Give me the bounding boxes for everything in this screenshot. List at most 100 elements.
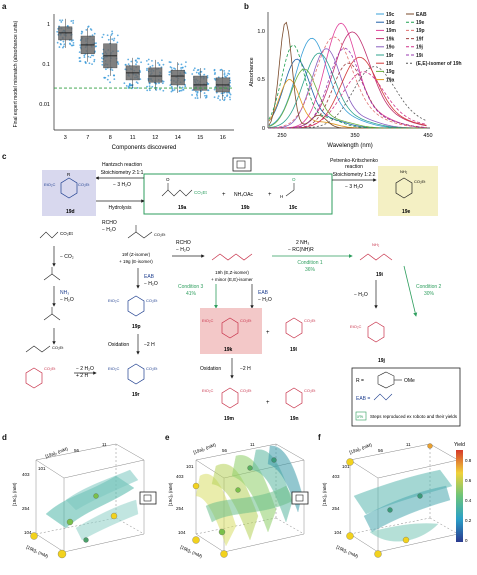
panel-a-data-point (192, 69, 195, 72)
19j-eto2c: EtO₂C (350, 324, 361, 329)
panel-d-tick-101: 101 (38, 466, 46, 471)
panel-a-data-point (193, 67, 196, 70)
panel-a-data-point (130, 84, 133, 87)
panel-a-data-point (223, 73, 226, 76)
19i-nh2: NH₂ (372, 242, 380, 247)
panel-a-data-point (171, 89, 174, 91)
panel-a-y-tick-2: 0.1 (42, 62, 50, 68)
label-19r: 19r (132, 392, 140, 398)
panel-a-data-point (72, 22, 75, 24)
panel-a-data-point (229, 93, 232, 96)
rcho-mid: RCHO (176, 240, 191, 246)
panel-e-axis-19b: [19b]₀ (mM) (180, 544, 204, 559)
sample-point (417, 493, 423, 499)
colorbar-tick-0: 0 (465, 538, 468, 543)
colorbar-tick-08: 0.8 (465, 458, 472, 463)
panel-a-data-point (146, 69, 148, 72)
panel-a-data-point (168, 71, 171, 73)
19k-co2et: CO₂Et (240, 318, 252, 323)
panel-a-x-axis-label: Components discovered (112, 145, 177, 151)
response-surface (363, 485, 451, 533)
panel-a-data-point (184, 85, 187, 88)
panel-b-series-line (268, 68, 427, 129)
sample-point (83, 537, 89, 543)
panel-a-data-point (83, 56, 86, 59)
legend-r: R = (356, 378, 364, 384)
panel-b-series-line (268, 44, 427, 129)
panel-a-data-point (159, 88, 162, 91)
plus-mn: + (266, 400, 270, 406)
oxidation-right: Oxidation (200, 366, 221, 372)
panel-a-data-point (180, 63, 183, 66)
panel-b-y-axis-label: Absorbance (249, 57, 255, 86)
sample-point (247, 465, 253, 471)
label-19f: 19f (Z-isomer) (122, 252, 151, 257)
panel-b-legend-label: 19d (386, 20, 395, 26)
panel-a-data-point (174, 68, 177, 70)
panel-a-data-point (198, 72, 200, 74)
panel-f-tick-56: 56 (378, 448, 384, 453)
colorbar-label: Yield (454, 442, 465, 448)
panel-label-e: e (165, 433, 170, 442)
panel-b-legend-label: 19f (416, 36, 424, 42)
panel-a-data-point (102, 33, 105, 36)
panel-a-box (148, 67, 163, 83)
sample-point (271, 457, 277, 463)
panel-a-data-point (179, 89, 181, 92)
panel-b-legend-label: 19c (386, 12, 395, 18)
panel-a-data-point (101, 60, 104, 63)
cube-edge (349, 443, 431, 461)
panel-a-data-point (81, 31, 84, 33)
panel-b-x-axis-label: Wavelength (nm) (327, 143, 372, 149)
panel-a-data-point (123, 82, 126, 85)
panel-a-data-point (148, 85, 151, 88)
panel-a-data-point (226, 74, 229, 77)
panel-f-tick-104: 104 (334, 530, 342, 535)
minus-h2o-left: − H₂O (60, 297, 74, 303)
panel-a-data-point (127, 58, 130, 61)
panel-d-tick-104: 104 (24, 530, 32, 535)
minus-2h2o: − 2 H₂O (76, 366, 94, 372)
panel-b-series-line (268, 71, 427, 129)
molecule-19h (211, 253, 253, 261)
panel-label-a: a (2, 2, 7, 11)
19m-eto2c: EtO₂C (202, 388, 213, 393)
panel-a-data-point (59, 19, 61, 22)
panel-a-data-point (90, 54, 93, 57)
product-19k-box (200, 308, 262, 354)
panel-a-data-point (224, 96, 226, 99)
response-surface (231, 455, 277, 533)
panel-a-data-point (170, 90, 173, 93)
panel-a-data-point (195, 93, 198, 96)
panel-a-data-point (95, 45, 97, 48)
cube-edge (275, 443, 305, 461)
panel-d-tick-254: 254 (22, 506, 30, 511)
panel-f-axis-19a: [19a]₀ (mM) (349, 442, 373, 455)
panel-a-data-point (135, 59, 137, 62)
panel-a-data-point (111, 32, 114, 35)
panel-a-data-point (191, 94, 193, 96)
panel-a-data-point (127, 63, 130, 66)
cube-edge (195, 533, 225, 553)
panel-b-series-line (268, 66, 427, 129)
panel-a-data-point (196, 94, 199, 97)
panel-a-data-point (110, 34, 113, 36)
panel-label-f: f (318, 433, 321, 442)
hydrolysis-label: Hydrolysis (108, 205, 132, 211)
panel-a-data-point (226, 91, 228, 94)
panel-a-data-point (219, 99, 221, 101)
panel-a-y-tick-1: 1 (47, 22, 50, 28)
panel-a-data-point (78, 57, 81, 59)
condition-3-yield: 41% (186, 291, 197, 297)
cube-edge (349, 533, 379, 553)
molecule-acid (39, 231, 59, 239)
panel-a-data-point (180, 67, 182, 69)
panel-b-series-line (268, 52, 427, 129)
acid-co2h: CO₂Et (60, 231, 73, 236)
panel-a-data-point (196, 91, 199, 94)
robot-icon-d (139, 491, 157, 505)
panel-a-data-point (151, 59, 153, 62)
molecule-acetone (43, 267, 61, 281)
molecule-19n (285, 387, 303, 409)
label-19h-minor: + minor (E,E)-isomer (211, 277, 253, 282)
